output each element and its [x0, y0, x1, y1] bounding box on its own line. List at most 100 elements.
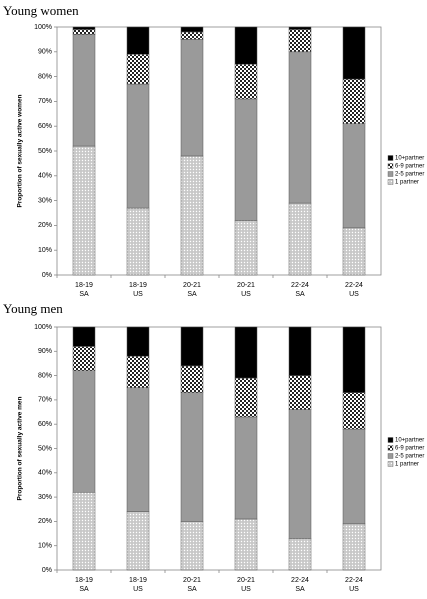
bar-segment — [126, 207, 150, 276]
bar-segment — [342, 523, 366, 571]
y-tick-label: 30% — [38, 494, 52, 501]
y-tick-label: 60% — [38, 421, 52, 428]
legend-swatch — [387, 445, 394, 451]
x-tick-label: 22-24 — [291, 577, 309, 584]
y-tick-label: 20% — [38, 222, 52, 229]
y-tick-label: 80% — [38, 372, 52, 379]
bar-segment — [72, 26, 96, 30]
bar-segment — [126, 355, 150, 389]
bar-segment — [72, 370, 96, 493]
bar-segment — [288, 326, 312, 376]
x-tick-label: 22-24 — [345, 282, 363, 289]
bar-segment — [288, 538, 312, 571]
y-tick-label: 20% — [38, 518, 52, 525]
y-tick-label: 50% — [38, 148, 52, 155]
bar-segment — [180, 31, 204, 40]
bar-segment — [288, 26, 312, 30]
chart-title: Young men — [3, 301, 63, 316]
bar-segment — [288, 375, 312, 410]
y-tick-label: 100% — [34, 24, 52, 31]
x-tick-label: 22-24 — [345, 577, 363, 584]
legend-swatch — [387, 163, 394, 169]
x-tick-label: 20-21 — [183, 282, 201, 289]
legend-label: 2-5 partner — [395, 454, 424, 460]
bar-segment — [126, 511, 150, 571]
legend-swatch — [387, 437, 394, 443]
x-tick-label: US — [133, 586, 143, 593]
bar-segment — [342, 428, 366, 525]
bar-segment — [234, 26, 258, 65]
x-tick-label: 18-19 — [129, 577, 147, 584]
bar-segment — [126, 326, 150, 357]
plot-area — [56, 326, 382, 571]
bar-segment — [180, 26, 204, 33]
legend-label: 2-5 partner — [395, 172, 424, 178]
bar-segment — [72, 491, 96, 571]
x-tick-label: 22-24 — [291, 282, 309, 289]
bar-segment — [126, 387, 150, 512]
chart-title: Young women — [3, 3, 79, 18]
x-tick-label: 20-21 — [237, 577, 255, 584]
legend-label: 1 partner — [395, 462, 419, 468]
bar-segment — [72, 346, 96, 371]
bar-segment — [72, 34, 96, 147]
legend-label: 6-9 partner — [395, 164, 424, 170]
bar-segment — [180, 365, 204, 393]
x-tick-label: SA — [79, 586, 89, 593]
legend-swatch — [387, 171, 394, 177]
bar-segment — [234, 326, 258, 379]
x-tick-label: SA — [187, 586, 197, 593]
y-tick-label: 10% — [38, 543, 52, 550]
legend-label: 1 partner — [395, 180, 419, 186]
bar-segment — [72, 29, 96, 35]
chart: Young men Proportion of sexually active m… — [3, 301, 424, 593]
bar-segment — [234, 98, 258, 221]
x-tick-label: US — [241, 291, 251, 298]
bar-segment — [342, 26, 366, 80]
bar-segment — [342, 78, 366, 124]
y-tick-label: 0% — [42, 567, 52, 574]
y-tick-label: 0% — [42, 272, 52, 279]
x-tick-label: SA — [295, 291, 305, 298]
bar-segment — [72, 145, 96, 276]
y-tick-label: 70% — [38, 98, 52, 105]
legend-swatch — [387, 453, 394, 459]
y-axis-title: Proportion of sexually active men — [17, 396, 24, 500]
bar-segment — [180, 326, 204, 367]
x-tick-label: SA — [79, 291, 89, 298]
x-tick-label: SA — [295, 586, 305, 593]
bar-segment — [234, 63, 258, 100]
legend-label: 6-9 partner — [395, 446, 424, 452]
y-tick-label: 90% — [38, 348, 52, 355]
legend-label: 10+partner — [395, 438, 424, 444]
legend-swatch — [387, 461, 394, 467]
bar-segment — [342, 227, 366, 276]
x-tick-label: US — [241, 586, 251, 593]
bar-segment — [72, 326, 96, 347]
x-tick-label: 20-21 — [237, 282, 255, 289]
y-tick-label: 60% — [38, 123, 52, 130]
bar-segment — [288, 202, 312, 276]
bar-segment — [126, 83, 150, 209]
x-tick-label: US — [133, 291, 143, 298]
y-tick-label: 10% — [38, 247, 52, 254]
bar-segment — [288, 409, 312, 539]
legend-swatch — [387, 179, 394, 185]
bar-segment — [180, 521, 204, 571]
x-tick-label: US — [349, 586, 359, 593]
bar-segment — [288, 29, 312, 53]
bar-segment — [180, 155, 204, 276]
x-tick-label: 18-19 — [75, 282, 93, 289]
x-tick-label: SA — [187, 291, 197, 298]
legend-label: 10+partner — [395, 156, 424, 162]
bar-segment — [288, 51, 312, 204]
y-tick-label: 30% — [38, 197, 52, 204]
bar-segment — [342, 392, 366, 430]
y-tick-label: 70% — [38, 397, 52, 404]
legend-swatch — [387, 155, 394, 161]
bar-segment — [234, 518, 258, 571]
bar-segment — [234, 220, 258, 276]
y-axis-title: Proportion of sexually active women — [17, 94, 24, 207]
bar-segment — [342, 326, 366, 393]
